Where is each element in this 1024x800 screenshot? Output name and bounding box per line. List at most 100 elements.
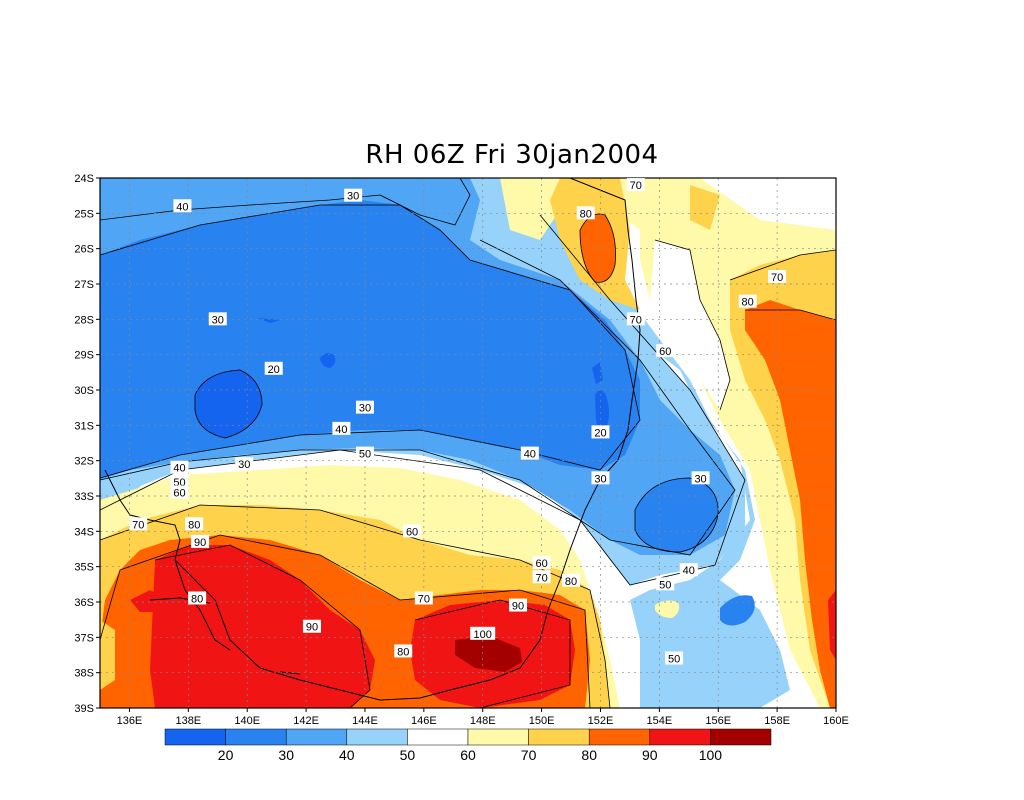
contour-label-bg xyxy=(520,446,539,460)
contour-label-bg xyxy=(679,563,698,577)
contour-label: 80 xyxy=(742,297,754,309)
contour-label: 40 xyxy=(335,424,347,436)
contour-label-bg xyxy=(768,269,787,283)
contour-label: 60 xyxy=(659,346,671,358)
contour-label-bg xyxy=(208,312,227,326)
contour-label: 70 xyxy=(535,572,547,584)
contour-label: 30 xyxy=(347,191,359,203)
lon-tick-label: 154E xyxy=(647,715,673,727)
contour-label-bg xyxy=(170,485,189,499)
contour-label: 50 xyxy=(659,579,671,591)
colorbar-label: 100 xyxy=(699,747,723,763)
rh-shaded-field xyxy=(100,178,836,708)
graticule xyxy=(100,178,836,708)
lon-tick-label: 152E xyxy=(588,715,614,727)
colorbar-swatch xyxy=(528,728,590,746)
band-below-20 xyxy=(195,370,262,438)
contour-label-bg xyxy=(509,598,528,612)
lon-tick-label: 160E xyxy=(823,715,849,727)
contour-label: 80 xyxy=(580,208,592,220)
contour-label: 70 xyxy=(630,314,642,326)
contour-label: 70 xyxy=(418,593,430,605)
lat-tick-label: 32S xyxy=(74,456,94,468)
contour-label-bg xyxy=(532,556,551,570)
contour-label-bg xyxy=(626,178,645,192)
contour-label: 30 xyxy=(359,403,371,415)
contour-label-bg xyxy=(129,517,148,531)
contour-label: 90 xyxy=(512,601,524,613)
contour-label-bg xyxy=(591,471,610,485)
colorbar-swatch xyxy=(588,728,651,746)
lat-tick-label: 31S xyxy=(74,420,94,432)
lon-tick-label: 136E xyxy=(117,715,143,727)
lat-tick-label: 27S xyxy=(74,279,94,291)
lon-tick-label: 138E xyxy=(175,715,201,727)
contour-labels: 40 30 70 80 70 80 30 70 60 20 30 40 20 40 50 30 40 30 30 50… xyxy=(129,178,787,666)
colorbar-label: 80 xyxy=(581,747,597,763)
colorbar-swatch xyxy=(164,728,226,746)
lat-tick-label: 38S xyxy=(74,668,94,680)
contour-label-bg xyxy=(591,425,610,439)
contour-label-bg xyxy=(394,644,413,658)
contour-label-bg xyxy=(532,570,551,584)
colorbar-label: 50 xyxy=(400,747,416,763)
contour-label-bg xyxy=(170,474,189,488)
contour-label: 20 xyxy=(268,364,280,376)
band-90-100 xyxy=(150,545,575,708)
colorbar-swatch xyxy=(710,728,772,746)
lat-tick-label: 33S xyxy=(74,491,94,503)
lat-tick-label: 24S xyxy=(74,173,94,185)
colorbar-label: 20 xyxy=(218,747,234,763)
contour-label-bg xyxy=(191,534,210,548)
contour-label-bg xyxy=(170,460,189,474)
lon-tick-label: 146E xyxy=(411,715,437,727)
contour-label-bg xyxy=(738,294,757,308)
contour-label: 90 xyxy=(194,537,206,549)
contour-label: 70 xyxy=(630,180,642,192)
longitude-labels: 136E 138E 140E 142E 144E 146E 148E 150E 152E 154E… xyxy=(117,708,849,727)
colorbar-swatch xyxy=(467,728,529,746)
contour-label: 40 xyxy=(176,201,188,213)
contour-label-bg xyxy=(576,206,595,220)
lon-tick-label: 142E xyxy=(293,715,319,727)
contour-label: 50 xyxy=(359,449,371,461)
contour-label: 60 xyxy=(406,526,418,538)
contour-label: 60 xyxy=(535,558,547,570)
colorbar-swatch xyxy=(285,728,348,746)
colorbar: 20 30 40 50 60 70 80 90 100 xyxy=(164,728,772,763)
colorbar-swatch xyxy=(346,728,408,746)
contour-label: 30 xyxy=(694,473,706,485)
contour-label: 20 xyxy=(594,427,606,439)
band-above-100 xyxy=(455,636,522,672)
contour-label-bg xyxy=(656,577,675,591)
colorbar-label: 90 xyxy=(642,747,658,763)
colorbar-swatch xyxy=(649,728,711,746)
lat-tick-label: 25S xyxy=(74,208,94,220)
colorbar-label: 70 xyxy=(521,747,537,763)
lon-tick-label: 158E xyxy=(764,715,790,727)
contour-label-bg xyxy=(173,199,192,213)
contour-label: 80 xyxy=(191,593,203,605)
contour-label: 40 xyxy=(524,449,536,461)
contour-label-bg xyxy=(470,626,496,640)
colorbar-swatch xyxy=(225,728,287,746)
contour-label-bg xyxy=(332,421,351,435)
contour-label: 80 xyxy=(565,576,577,588)
lat-tick-label: 34S xyxy=(74,526,94,538)
contour-label-bg xyxy=(414,591,433,605)
contour-label-bg xyxy=(656,344,675,358)
contour-label: 70 xyxy=(771,272,783,284)
contour-label-bg xyxy=(355,400,374,414)
contour-label-bg xyxy=(344,188,363,202)
contour-label: 40 xyxy=(173,463,185,475)
contour-label: 40 xyxy=(683,565,695,577)
contour-label-bg xyxy=(626,312,645,326)
lat-tick-label: 36S xyxy=(74,597,94,609)
contour-label: 30 xyxy=(594,473,606,485)
lon-tick-label: 148E xyxy=(470,715,496,727)
lon-tick-label: 140E xyxy=(234,715,260,727)
contour-label-bg xyxy=(264,361,283,375)
lon-tick-label: 150E xyxy=(529,715,555,727)
contour-label-bg xyxy=(302,619,321,633)
